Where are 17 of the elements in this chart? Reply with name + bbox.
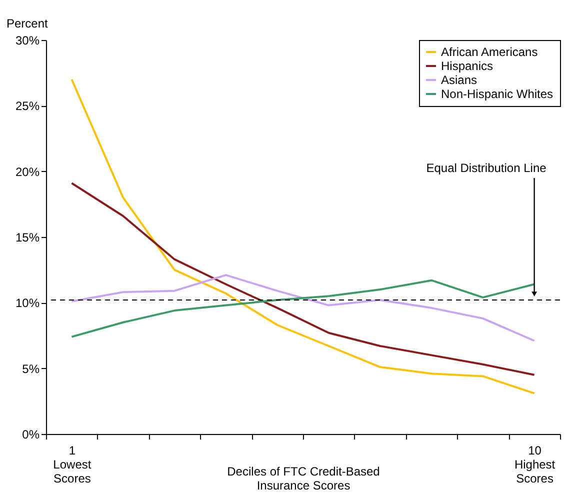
- y-tick-label: 0%: [22, 428, 40, 442]
- y-tick-label: 20%: [15, 164, 40, 179]
- legend-label: Non-Hispanic Whites: [441, 87, 554, 101]
- x-tick-label: 10 Highest Scores: [514, 444, 556, 486]
- y-tick-label: 25%: [15, 99, 40, 114]
- y-axis-title: Percent: [6, 16, 49, 30]
- y-tick-label: 30%: [15, 34, 40, 48]
- legend-label: Hispanics: [441, 59, 494, 73]
- y-tick-label: 10%: [15, 296, 40, 310]
- x-axis-title: Deciles of FTC Credit-Based Insurance Scores: [227, 464, 380, 492]
- line-series: [70, 182, 536, 376]
- y-tick-label: 5%: [22, 362, 40, 376]
- y-tick-label: 15%: [15, 230, 40, 244]
- legend-label: African Americans: [441, 45, 538, 59]
- legend-label: Asians: [441, 73, 478, 87]
- ref-line-label: Equal Distribution Line: [426, 161, 547, 176]
- x-tick-label: 1 Lowest Scores: [53, 444, 92, 486]
